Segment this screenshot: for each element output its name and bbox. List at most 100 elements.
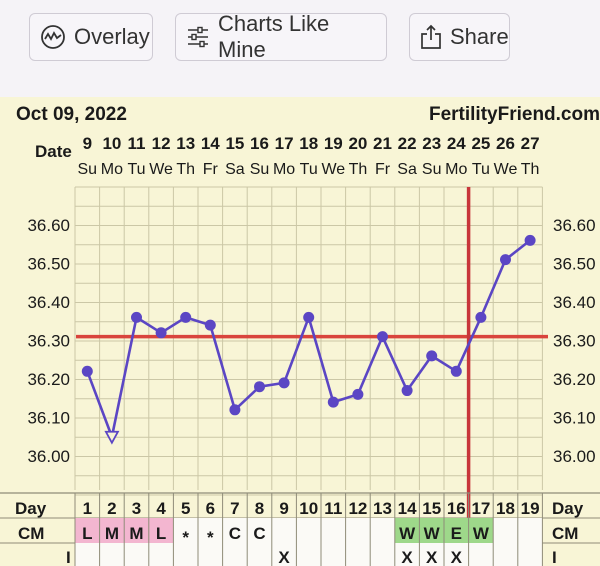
temperature-point: [81, 365, 93, 377]
temperature-point: [450, 365, 462, 377]
cm-cell: [99, 518, 125, 543]
date-label: 10: [102, 134, 121, 153]
day-number: 12: [348, 499, 367, 518]
cm-value: L: [156, 524, 166, 543]
cm-cell: [198, 518, 223, 543]
cm-value: W: [424, 524, 441, 543]
cm-cell: [173, 518, 198, 543]
cm-cell: [345, 518, 371, 543]
temperature-point: [180, 311, 192, 323]
day-number: 11: [324, 499, 342, 518]
weekday-label: Sa: [225, 161, 245, 178]
day-number: 10: [299, 499, 318, 518]
weekday-label: Tu: [472, 161, 490, 178]
temperature-point: [475, 311, 487, 323]
day-number: 5: [181, 499, 190, 518]
day-number: 6: [206, 499, 215, 518]
weekday-label: Mo: [445, 161, 467, 178]
y-tick-label: 36.50: [27, 255, 70, 274]
intercourse-mark: X: [426, 548, 438, 566]
date-label: 17: [275, 134, 294, 153]
weekday-label: Th: [349, 161, 368, 178]
y-tick-label: 36.20: [553, 370, 596, 389]
day-number: 2: [107, 499, 116, 518]
cm-cell: [222, 518, 248, 543]
temperature-point: [401, 385, 413, 397]
cm-cell: [148, 518, 174, 543]
y-tick-label: 36.30: [553, 332, 596, 351]
cm-value: M: [105, 524, 119, 543]
temperature-point: [524, 234, 536, 246]
cm-cell: [394, 518, 420, 543]
weekday-label: We: [149, 161, 173, 178]
day-number: 4: [156, 499, 166, 518]
date-label: 22: [398, 134, 417, 153]
cm-cell: [247, 518, 272, 543]
date-label: 24: [447, 134, 466, 153]
y-tick-label: 36.20: [27, 370, 70, 389]
i-row-label-right: I: [552, 548, 557, 566]
cm-value: W: [399, 524, 416, 543]
overlay-button[interactable]: Overlay: [29, 13, 153, 61]
temperature-point: [254, 381, 265, 393]
weekday-label: We: [494, 161, 518, 178]
y-tick-label: 36.30: [27, 332, 70, 351]
y-tick-label: 36.40: [553, 293, 596, 312]
charts-like-mine-button[interactable]: Charts Like Mine: [175, 11, 387, 62]
cm-value: E: [451, 524, 462, 543]
day-number: 3: [132, 499, 141, 518]
day-row-label-left: Day: [15, 499, 47, 518]
date-label: 12: [152, 134, 171, 153]
share-button[interactable]: Share: [409, 13, 510, 61]
y-tick-label: 36.60: [553, 216, 596, 235]
weekday-label: Su: [422, 161, 442, 178]
date-label: 21: [373, 134, 392, 153]
y-tick-label: 36.50: [553, 255, 596, 274]
day-number: 16: [447, 499, 466, 518]
temperature-point: [131, 311, 142, 323]
weekday-label: Su: [78, 161, 98, 178]
weekday-label: Sa: [397, 161, 417, 178]
intercourse-row-background: [75, 543, 543, 566]
day-number: 14: [398, 499, 417, 518]
day-number: 18: [496, 499, 515, 518]
date-label: 27: [521, 134, 540, 153]
day-number: 9: [279, 499, 288, 518]
date-label: 18: [299, 134, 318, 153]
temperature-point: [327, 396, 339, 408]
cm-cell: [444, 518, 469, 543]
day-number: 19: [521, 499, 540, 518]
y-tick-label: 36.00: [27, 447, 70, 466]
date-label: 9: [83, 134, 92, 153]
weekday-label: Fr: [203, 161, 219, 178]
date-label: 15: [225, 134, 244, 153]
cm-cell: [296, 518, 321, 543]
weekday-label: Su: [250, 161, 270, 178]
y-tick-label: 36.10: [27, 409, 70, 428]
day-number: 7: [230, 499, 239, 518]
date-label: 23: [422, 134, 441, 153]
cm-value: L: [82, 524, 92, 543]
cm-cell: [321, 518, 346, 543]
waveform-circle-icon: [41, 25, 65, 49]
plot-grid: [74, 186, 543, 496]
day-number: 15: [422, 499, 441, 518]
temperature-point: [155, 327, 167, 339]
day-table: 1 2 3 4 5 6 7 8 9 10 11 12 13 14 15 16 17 18 19L M M L * * C C W W E…: [0, 492, 600, 566]
day-number: 17: [471, 499, 490, 518]
cm-row-label-right: CM: [552, 524, 578, 543]
y-tick-label: 36.00: [553, 447, 596, 466]
charts-like-mine-label: Charts Like Mine: [218, 11, 330, 62]
y-axis-right: 36.60 36.50 36.40 36.30 36.20 36.10 36.00: [553, 216, 596, 466]
date-label: 20: [348, 134, 367, 153]
weekday-label: Th: [521, 161, 540, 178]
temperature-point: [229, 404, 241, 416]
i-row-label-left: I: [66, 548, 71, 566]
y-tick-label: 36.40: [27, 293, 70, 312]
intercourse-mark: X: [401, 548, 413, 566]
temperature-point: [426, 350, 438, 362]
day-number: 8: [255, 499, 264, 518]
cm-cell: [517, 518, 543, 543]
cm-cell: [419, 518, 444, 543]
